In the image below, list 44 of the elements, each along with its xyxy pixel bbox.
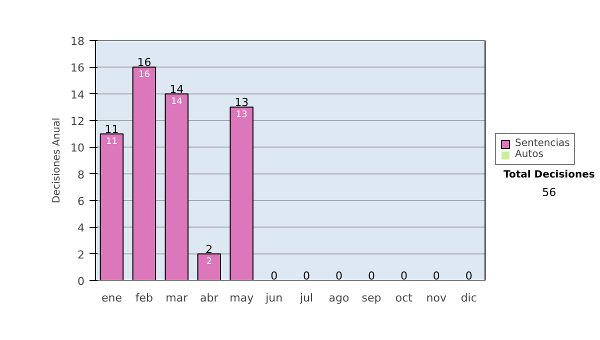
total-label: 13: [234, 96, 249, 110]
data-label: 2: [206, 256, 212, 267]
total-label: 0: [336, 270, 343, 282]
total-label: 2: [206, 242, 213, 256]
legend-label: Autos: [515, 149, 544, 160]
data-label: 13: [236, 110, 248, 120]
y-tick-label: 10: [70, 142, 85, 155]
x-tick-label: dic: [460, 292, 477, 304]
total-label: 16: [137, 56, 152, 70]
total-label: 14: [170, 82, 184, 96]
x-tick-label: ago: [328, 292, 350, 304]
text: Total Decisiones: [503, 169, 595, 180]
x-tick-label: jul: [298, 292, 314, 304]
total-label: 0: [368, 270, 375, 282]
x-tick-label: jun: [264, 292, 283, 304]
legend-label: Sentencias: [515, 138, 570, 149]
x-tick-label: ene: [101, 292, 122, 304]
y-tick-label: 8: [78, 168, 84, 182]
y-tick-label: 18: [70, 35, 85, 48]
total-label: 0: [465, 270, 472, 282]
y-axis-title: Decisiones Anual: [52, 118, 63, 204]
y-tick-label: 4: [78, 222, 84, 235]
x-tick-label: sep: [362, 292, 382, 304]
y-tick-label: 14: [70, 88, 85, 102]
y-tick-label: 12: [70, 115, 85, 128]
y-tick-label: 6: [78, 195, 84, 208]
total-label: 0: [303, 270, 310, 282]
total-label: 0: [432, 270, 440, 282]
x-tick-label: abr: [200, 292, 219, 304]
x-tick-label: may: [230, 292, 254, 304]
y-tick-label: 2: [78, 248, 84, 262]
x-tick-label: mar: [166, 292, 188, 304]
x-tick-label: nov: [426, 292, 448, 304]
x-tick-label: feb: [135, 292, 154, 304]
total-label: 0: [400, 270, 408, 282]
text: 56: [542, 186, 556, 200]
y-tick-label: 0: [78, 275, 84, 288]
x-tick-label: oct: [395, 292, 414, 304]
total-label: 0: [270, 270, 278, 282]
data-label: 16: [138, 70, 150, 80]
total-label: 11: [104, 122, 119, 136]
data-label: 11: [106, 136, 118, 147]
y-tick-label: 16: [70, 62, 85, 75]
data-label: 14: [170, 96, 183, 107]
